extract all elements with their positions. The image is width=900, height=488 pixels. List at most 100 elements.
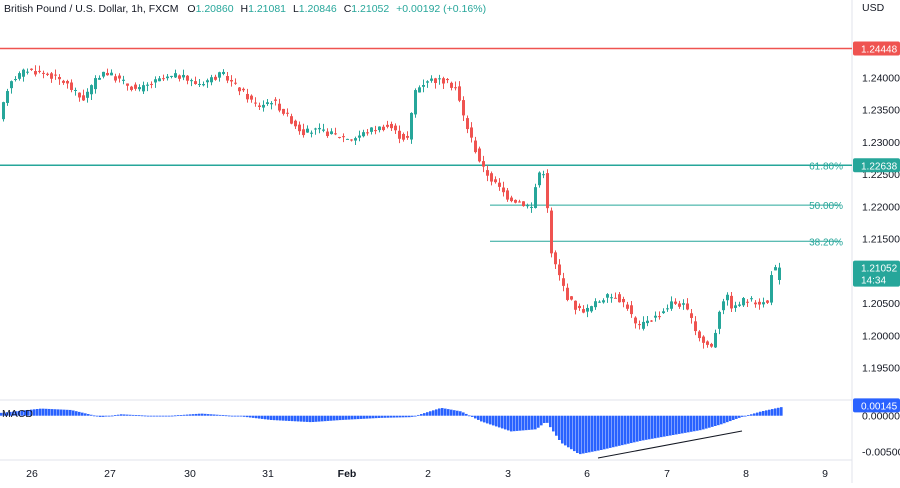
macd-bar xyxy=(675,415,678,435)
macd-bar xyxy=(765,410,768,416)
candle-body xyxy=(118,75,121,79)
candle-body xyxy=(398,130,401,139)
candle-body xyxy=(222,71,225,74)
candle-body xyxy=(254,102,257,104)
candles-layer xyxy=(2,65,781,349)
macd-bar xyxy=(399,415,402,418)
price-axis[interactable]: 1.240001.235001.230001.225001.220001.215… xyxy=(862,72,900,374)
candle-body xyxy=(722,301,725,311)
macd-bar xyxy=(552,415,555,432)
candle-body xyxy=(406,135,409,138)
candle-body xyxy=(582,309,585,313)
macd-bar xyxy=(306,415,309,422)
candle-body xyxy=(142,85,145,92)
macd-bar xyxy=(594,415,597,452)
macd-bar xyxy=(483,415,486,423)
candle-body xyxy=(770,275,773,303)
time-tick-label: 3 xyxy=(505,468,511,480)
levels-layer: 61.80% 50.00% 38.20% xyxy=(0,47,852,248)
candle-body xyxy=(258,105,261,107)
candle-body xyxy=(506,190,509,200)
candle-body xyxy=(306,128,309,133)
macd-bar xyxy=(123,414,126,416)
candle-body xyxy=(730,295,733,309)
macd-bar xyxy=(243,415,246,417)
macd-bar xyxy=(273,415,276,421)
time-axis[interactable]: 26 27 30 31 Feb 2 3 6 7 8 9 xyxy=(26,468,828,480)
macd-bar xyxy=(225,415,228,417)
macd-bar xyxy=(144,415,147,417)
macd-bar xyxy=(45,408,48,416)
macd-tick-label: 0.00000 xyxy=(862,411,900,423)
candle-body xyxy=(110,72,113,76)
candle-body xyxy=(462,100,465,116)
macd-bar xyxy=(654,415,657,439)
macd-bar xyxy=(729,415,732,422)
macd-bar xyxy=(237,415,240,417)
macd-axis[interactable]: 0.00000 -0.00500 xyxy=(862,411,900,459)
time-tick-label: Feb xyxy=(338,468,357,480)
macd-bar xyxy=(354,415,357,420)
macd-bar xyxy=(117,414,120,416)
candle-body xyxy=(746,301,749,303)
macd-bar xyxy=(369,415,372,419)
candle-body xyxy=(38,70,41,72)
candle-body xyxy=(674,301,677,304)
macd-bar xyxy=(501,415,504,429)
candle-body xyxy=(718,311,721,329)
macd-bar xyxy=(450,409,453,416)
macd-bar xyxy=(315,415,318,422)
macd-bar xyxy=(132,414,135,416)
macd-bar xyxy=(702,415,705,430)
time-tick-label: 2 xyxy=(425,468,431,480)
candle-body xyxy=(186,75,189,81)
candle-body xyxy=(290,116,293,124)
macd-trendline[interactable] xyxy=(597,430,743,459)
macd-bar xyxy=(72,410,75,416)
candle-body xyxy=(430,78,433,81)
macd-bar xyxy=(333,415,336,421)
macd-bar xyxy=(81,412,84,416)
macd-bar xyxy=(213,414,216,416)
candle-body xyxy=(334,133,337,135)
candle-body xyxy=(662,311,665,314)
macd-bar xyxy=(348,415,351,420)
candle-body xyxy=(42,72,45,74)
macd-bar xyxy=(129,414,132,416)
price-tick-label: 1.24000 xyxy=(862,72,900,84)
candle-body xyxy=(686,303,689,310)
macd-bar xyxy=(195,413,198,416)
candle-body xyxy=(450,82,453,88)
macd-bar xyxy=(561,415,564,444)
candle-body xyxy=(758,301,761,305)
candle-body xyxy=(658,316,661,318)
macd-bar xyxy=(426,412,429,416)
macd-bar xyxy=(471,415,474,417)
candle-body xyxy=(354,138,357,141)
macd-bar xyxy=(114,415,117,416)
macd-bar xyxy=(762,411,765,416)
candle-body xyxy=(70,82,73,90)
macd-bar xyxy=(291,415,294,422)
candle-body xyxy=(642,321,645,329)
macd-bar xyxy=(711,415,714,427)
candle-body xyxy=(58,77,61,80)
candle-body xyxy=(410,112,413,140)
time-tick-label: 26 xyxy=(26,468,38,480)
candle-body xyxy=(466,118,469,130)
macd-bar xyxy=(429,411,432,416)
macd-bar xyxy=(690,415,693,432)
macd-bar xyxy=(75,411,78,416)
candle-body xyxy=(566,287,569,300)
macd-bar xyxy=(288,415,291,421)
macd-bar xyxy=(276,415,279,421)
macd-bar xyxy=(282,415,285,421)
macd-bar xyxy=(396,415,399,418)
candle-body xyxy=(378,126,381,131)
macd-bar xyxy=(102,415,105,417)
macd-bar xyxy=(504,415,507,430)
candle-body xyxy=(54,74,57,76)
macd-bar xyxy=(627,415,630,444)
candle-body xyxy=(206,80,209,83)
